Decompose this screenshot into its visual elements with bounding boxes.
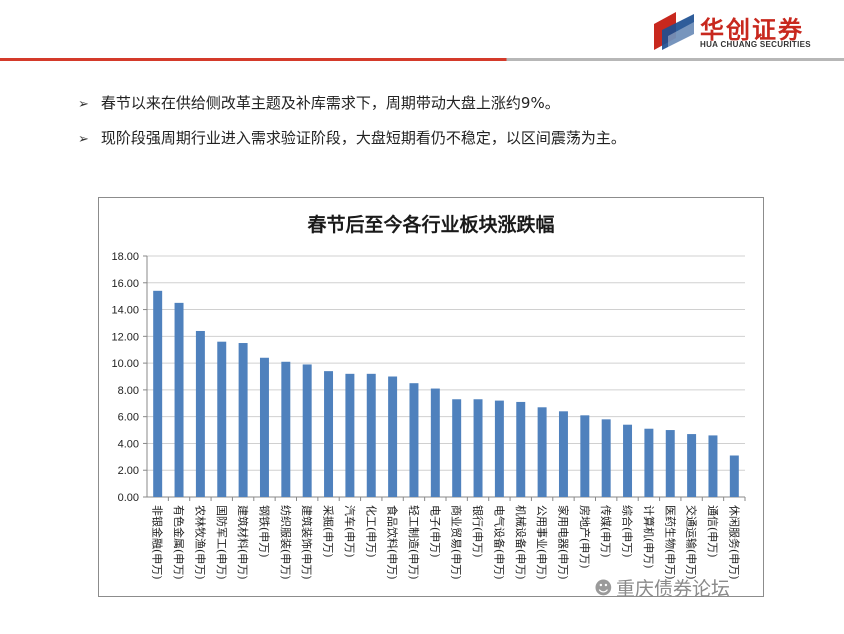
bar bbox=[367, 374, 376, 497]
x-tick-label: 化工(申万) bbox=[364, 505, 378, 558]
x-tick-label: 传媒(申万) bbox=[599, 505, 612, 558]
chart-container: 春节后至今各行业板块涨跌幅 0.00 2.00 4.00 6.00 8.00 10.00 12… bbox=[98, 197, 764, 597]
bar bbox=[153, 291, 162, 497]
bar bbox=[644, 429, 653, 497]
y-tick-label: 4.00 bbox=[118, 438, 139, 450]
bar bbox=[175, 303, 184, 497]
y-tick-label: 10.00 bbox=[111, 358, 139, 370]
bar bbox=[452, 399, 461, 497]
x-tick-label: 国防军工(申万) bbox=[215, 505, 229, 580]
header-divider bbox=[0, 58, 844, 61]
bar bbox=[196, 331, 205, 497]
x-tick-label: 非银金融(申万) bbox=[151, 505, 165, 580]
bar bbox=[687, 434, 696, 497]
bar bbox=[217, 342, 226, 497]
bar bbox=[730, 455, 739, 497]
y-tick-label: 18.00 bbox=[111, 251, 139, 263]
x-tick-label: 汽车(申万) bbox=[343, 505, 357, 558]
x-tick-label: 医药生物(申万) bbox=[663, 505, 677, 580]
y-tick-label: 2.00 bbox=[118, 465, 139, 477]
brand-name-en: HUA CHUANG SECURITIES bbox=[700, 40, 811, 49]
bullet-text: 春节以来在供给侧改革主题及补库需求下，周期带动大盘上涨约9%。 bbox=[101, 94, 560, 112]
bar bbox=[409, 383, 418, 497]
y-tick-label: 14.00 bbox=[111, 305, 139, 317]
x-tick-label: 电子(申万) bbox=[428, 505, 441, 558]
x-tick-label: 综合(申万) bbox=[621, 505, 635, 558]
bar bbox=[580, 415, 589, 497]
x-tick-label: 交通运输(申万) bbox=[685, 505, 699, 580]
bar bbox=[281, 362, 290, 497]
bar bbox=[708, 435, 717, 497]
bar bbox=[345, 374, 354, 497]
x-tick-label: 食品饮料(申万) bbox=[386, 505, 400, 580]
y-tick-label: 6.00 bbox=[118, 412, 139, 424]
bullet-text: 现阶段强周期行业进入需求验证阶段，大盘短期看仍不稳定，以区间震荡为主。 bbox=[101, 129, 626, 147]
bar bbox=[260, 358, 269, 497]
logo-icon bbox=[654, 12, 694, 50]
bar bbox=[324, 371, 333, 497]
x-tick-label: 计算机(申万) bbox=[642, 505, 656, 569]
x-tick-label: 钢铁(申万) bbox=[257, 505, 270, 558]
x-tick-label: 有色金属(申万) bbox=[172, 505, 186, 580]
bar bbox=[388, 377, 397, 498]
x-tick-label: 公用事业(申万) bbox=[535, 505, 548, 580]
x-tick-label: 纺织服装(申万) bbox=[279, 505, 293, 580]
y-tick-label: 0.00 bbox=[118, 492, 139, 504]
x-tick-label: 休闲服务(申万) bbox=[727, 505, 741, 580]
y-tick-label: 16.00 bbox=[111, 278, 139, 290]
chart-title: 春节后至今各行业板块涨跌幅 bbox=[307, 213, 554, 236]
x-tick-label: 家用电器(申万) bbox=[556, 505, 570, 580]
x-tick-label: 农林牧渔(申万) bbox=[193, 505, 207, 580]
bar bbox=[495, 401, 504, 497]
y-tick-label: 8.00 bbox=[118, 385, 139, 397]
bar bbox=[431, 389, 440, 497]
bar bbox=[538, 407, 547, 497]
bar bbox=[559, 411, 568, 497]
bullet-item: ➢ 现阶段强周期行业进入需求验证阶段，大盘短期看仍不稳定，以区间震荡为主。 bbox=[78, 127, 626, 148]
arrow-bullet-icon: ➢ bbox=[78, 97, 89, 112]
wechat-icon: ☻ bbox=[594, 578, 613, 599]
x-tick-label: 建筑装饰(申万) bbox=[300, 505, 314, 580]
x-tick-label: 建筑材料(申万) bbox=[236, 505, 250, 580]
x-tick-label: 电气设备(申万) bbox=[492, 505, 506, 580]
x-tick-label: 机械设备(申万) bbox=[514, 505, 528, 580]
bar bbox=[623, 425, 632, 497]
x-tick-label: 商业贸易(申万) bbox=[450, 505, 464, 580]
bar bbox=[602, 419, 611, 497]
x-tick-label: 银行(申万) bbox=[471, 505, 485, 558]
x-tick-label: 轻工制造(申万) bbox=[407, 505, 421, 580]
x-tick-label: 通信(申万) bbox=[706, 505, 719, 558]
bar bbox=[303, 364, 312, 497]
bar bbox=[516, 402, 525, 497]
x-tick-label: 采掘(申万) bbox=[322, 505, 336, 558]
y-tick-label: 12.00 bbox=[111, 331, 139, 343]
bullet-item: ➢ 春节以来在供给侧改革主题及补库需求下，周期带动大盘上涨约9%。 bbox=[78, 92, 560, 113]
bar-chart: 春节后至今各行业板块涨跌幅 0.00 2.00 4.00 6.00 8.00 10.00 12… bbox=[99, 198, 763, 596]
watermark-text: 重庆债券论坛 bbox=[616, 574, 730, 601]
x-tick-label: 房地产(申万) bbox=[578, 505, 592, 569]
arrow-bullet-icon: ➢ bbox=[78, 132, 89, 147]
bar bbox=[666, 430, 675, 497]
bar bbox=[474, 399, 483, 497]
bar bbox=[239, 343, 248, 497]
